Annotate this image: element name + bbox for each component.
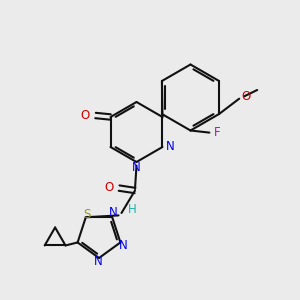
Text: S: S <box>83 208 90 221</box>
Text: F: F <box>214 126 221 140</box>
Text: N: N <box>132 161 141 174</box>
Text: H: H <box>128 203 137 216</box>
Text: N: N <box>166 140 175 153</box>
Text: O: O <box>105 181 114 194</box>
Text: N: N <box>109 206 117 220</box>
Text: N: N <box>118 239 127 252</box>
Text: N: N <box>94 255 103 268</box>
Text: O: O <box>241 90 250 103</box>
Text: O: O <box>80 109 89 122</box>
